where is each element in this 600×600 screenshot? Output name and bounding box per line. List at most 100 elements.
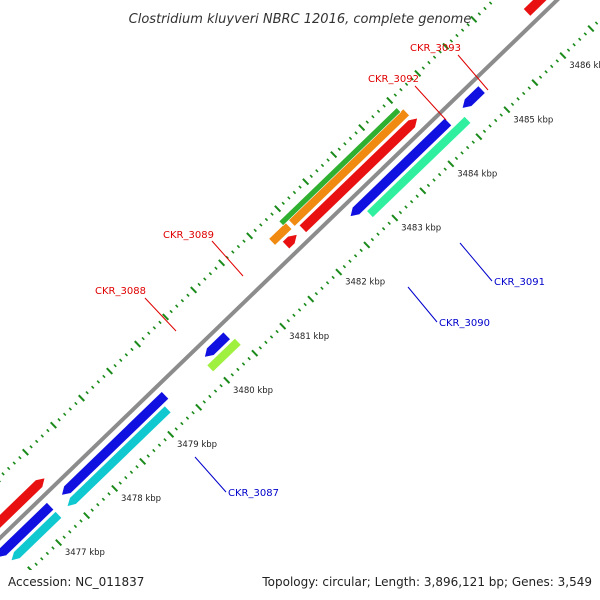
lower-tick-32 — [180, 421, 184, 426]
reverse-gene-cyan-2 — [66, 405, 172, 508]
upper-tick-24 — [74, 401, 78, 406]
lower-tick-52 — [292, 313, 296, 318]
upper-tick-72 — [343, 142, 347, 146]
scale-label-3478: 3478 kbp — [121, 494, 161, 504]
upper-tick-88 — [432, 55, 437, 59]
lower-tick-104 — [583, 32, 588, 36]
upper-tick-84 — [410, 77, 414, 81]
upper-tick-54 — [242, 239, 246, 243]
lower-tick-22 — [124, 475, 128, 480]
upper-tick-93 — [460, 28, 465, 32]
topology-text: Topology: circular; Length: 3,896,121 bp… — [261, 575, 592, 589]
lower-tick-70 — [391, 214, 399, 222]
gene-label-ckr-3091: CKR_3091 — [494, 277, 545, 288]
lower-tick-14 — [79, 519, 83, 523]
lower-tick-36 — [202, 400, 206, 404]
scale-label-3483: 3483 kbp — [401, 224, 441, 234]
lower-tick-67 — [376, 232, 380, 236]
upper-tick-45 — [190, 286, 198, 294]
upper-tick-68 — [320, 163, 325, 168]
lower-tick-12 — [68, 530, 72, 534]
lower-tick-97 — [544, 70, 548, 74]
upper-tick-49 — [214, 266, 218, 270]
reverse-gene-cyan-1 — [10, 510, 63, 562]
upper-tick-37 — [147, 331, 151, 335]
lower-tick-103 — [578, 37, 582, 42]
lower-tick-102 — [572, 43, 576, 47]
accession-text: Accession: NC_011837 — [8, 575, 144, 589]
upper-tick-81 — [393, 93, 397, 97]
lower-tick-90 — [503, 106, 511, 114]
upper-tick-59 — [270, 212, 274, 216]
lower-tick-101 — [566, 48, 571, 52]
lower-tick-25 — [139, 457, 147, 465]
lower-tick-74 — [415, 194, 419, 198]
upper-tick-55 — [246, 232, 254, 240]
reverse-gene-blue-1 — [0, 501, 55, 558]
upper-tick-32 — [119, 358, 123, 362]
scale-label-3485: 3485 kbp — [513, 115, 553, 125]
lower-tick-64 — [359, 248, 363, 253]
lower-tick-81 — [454, 156, 459, 161]
lower-tick-62 — [348, 259, 352, 263]
gene-feature-layer — [0, 0, 548, 562]
upper-tick-30 — [106, 367, 114, 375]
lower-tick-56 — [314, 291, 319, 296]
lower-tick-68 — [381, 227, 386, 231]
reverse-gene-blue-2 — [61, 391, 170, 496]
lower-tick-34 — [191, 411, 195, 415]
upper-tick-14 — [18, 455, 22, 460]
upper-tick-67 — [315, 169, 319, 173]
upper-tick-90 — [442, 42, 450, 50]
lower-tick-11 — [62, 535, 66, 539]
lower-tick-42 — [236, 367, 240, 372]
upper-tick-34 — [130, 347, 134, 352]
map-title: Clostridium kluyveri NBRC 12016, complet… — [129, 12, 472, 27]
forward-gene-red-3092 — [522, 0, 548, 17]
upper-tick-69 — [326, 158, 330, 162]
connector-1 — [414, 85, 447, 121]
lower-tick-95 — [531, 79, 539, 87]
lower-tick-76 — [426, 183, 431, 188]
scale-label-3486: 3486 kbp — [569, 61, 600, 71]
upper-tick-77 — [371, 115, 375, 119]
lower-tick-7 — [40, 557, 44, 561]
lower-tick-41 — [230, 373, 234, 377]
upper-tick-18 — [40, 434, 44, 438]
lower-tick-26 — [146, 454, 150, 458]
connector-3 — [144, 297, 177, 332]
lower-tick-18 — [101, 497, 106, 502]
lower-tick-106 — [594, 21, 599, 25]
lower-tick-49 — [275, 329, 279, 334]
upper-tick-79 — [382, 104, 386, 108]
scale-labels: 3477 kbp 3478 kbp 3479 kbp 3480 kbp 3481… — [65, 61, 600, 558]
lower-tick-50 — [279, 322, 287, 330]
lower-tick-10 — [55, 539, 63, 547]
lower-tick-17 — [96, 503, 100, 507]
upper-tick-41 — [169, 309, 173, 314]
upper-tick-27 — [91, 385, 95, 390]
lower-tick-20 — [111, 484, 119, 493]
forward-gene-red-1 — [0, 477, 46, 529]
upper-tick-82 — [399, 87, 403, 92]
scale-label-3481: 3481 kbp — [289, 332, 329, 342]
upper-tick-65 — [302, 178, 310, 186]
upper-tick-96 — [477, 12, 482, 16]
upper-tick-26 — [85, 391, 89, 395]
upper-tick-70 — [330, 151, 338, 159]
upper-tick-73 — [348, 136, 353, 141]
upper-tick-22 — [63, 412, 67, 417]
upper-tick-25 — [78, 394, 86, 402]
scale-label-3484: 3484 kbp — [457, 169, 497, 179]
lower-tick-23 — [129, 470, 134, 474]
lower-tick-84 — [471, 140, 475, 144]
upper-tick-33 — [124, 353, 129, 357]
upper-tick-98 — [488, 1, 493, 5]
lower-tick-57 — [320, 286, 324, 290]
upper-tick-91 — [449, 39, 454, 43]
upper-tick-92 — [455, 33, 459, 38]
upper-tick-36 — [141, 336, 145, 341]
lower-tick-86 — [482, 129, 487, 134]
lower-tick-58 — [325, 281, 330, 285]
